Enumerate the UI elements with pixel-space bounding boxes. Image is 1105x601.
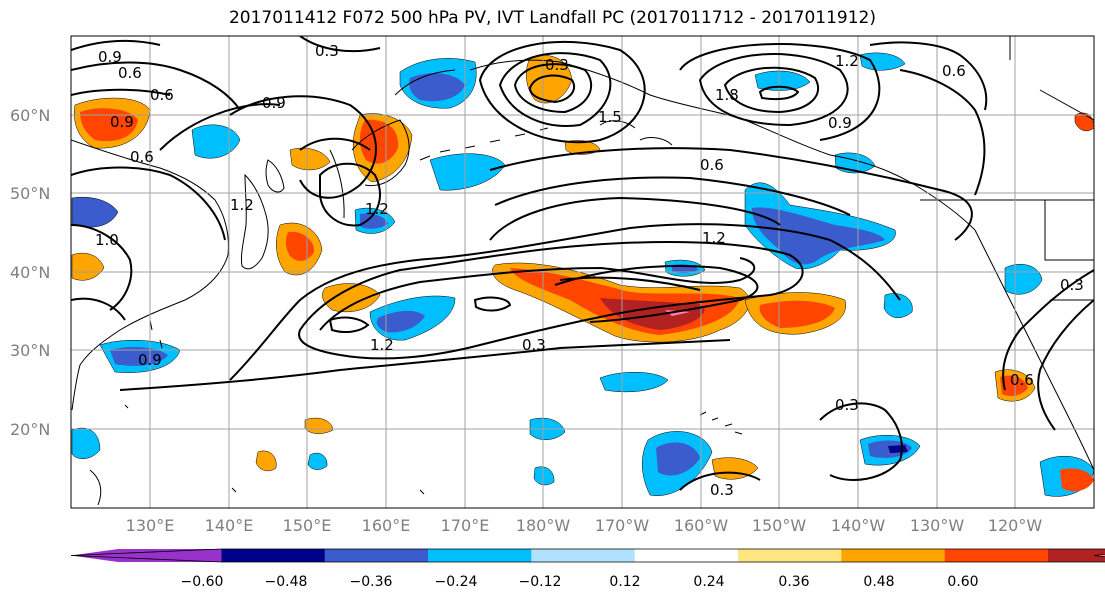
contour-label: 1.2 (365, 200, 389, 218)
latitude-labels: 60°N 50°N 40°N 30°N 20°N (10, 106, 50, 439)
colorbar-outline (70, 548, 1105, 563)
contour-label: 0.6 (942, 62, 966, 80)
colorbar-label: 0.24 (693, 574, 724, 590)
contour-label: 0.9 (98, 48, 122, 66)
contour-label: 0.9 (138, 351, 162, 369)
map-title: 2017011412 F072 500 hPa PV, IVT Landfall… (228, 8, 876, 28)
lon-label: 180°W (516, 516, 571, 535)
contour-label: 0.9 (828, 114, 852, 132)
lon-label: 140°W (831, 516, 886, 535)
contour-label: 1.2 (230, 196, 254, 214)
shaded-anomalies (71, 52, 1094, 497)
colorbar-label: −0.60 (181, 574, 224, 590)
contour-label: 0.3 (710, 481, 734, 499)
lon-label: 150°E (283, 516, 332, 535)
colorbar-labels: −0.60 −0.48 −0.36 −0.24 −0.12 0.12 0.24 … (181, 574, 979, 590)
contour-label: 0.3 (315, 42, 339, 60)
colorbar-swatch (841, 549, 946, 562)
colorbar-swatch (1048, 549, 1105, 562)
longitude-labels: 130°E 140°E 150°E 160°E 170°E 180°W 170°… (126, 516, 1043, 535)
colorbar-label: 0.60 (947, 574, 978, 590)
colorbar-swatch (71, 549, 222, 562)
colorbar-label: −0.12 (519, 574, 562, 590)
contour-label: 1.2 (702, 229, 726, 247)
lon-label: 160°W (674, 516, 729, 535)
contour-label: 0.6 (700, 156, 724, 174)
map-frame (70, 35, 1095, 509)
contour-label: 1.8 (715, 86, 739, 104)
colorbar-label: 0.48 (863, 574, 894, 590)
colorbar-swatch (221, 549, 326, 562)
colorbar-swatch (738, 549, 842, 562)
colorbar-swatch (944, 549, 1049, 562)
contour-label: 0.6 (150, 86, 174, 104)
lat-label: 50°N (10, 184, 50, 203)
colorbar-swatch (531, 549, 636, 562)
colorbar-swatch (634, 549, 739, 562)
contour-labels: 0.9 0.6 0.3 0.6 0.9 0.9 0.6 1.2 1.5 1.8 … (95, 42, 1084, 499)
contour-label: 0.6 (130, 148, 154, 166)
contour-label: 1.2 (835, 52, 859, 70)
colorbar-label: −0.24 (435, 574, 478, 590)
contour-label: 0.9 (262, 94, 286, 112)
contour-label: 0.3 (545, 56, 569, 74)
lon-label: 130°E (126, 516, 175, 535)
lon-label: 150°W (752, 516, 807, 535)
lon-label: 140°E (205, 516, 254, 535)
contour-label: 0.3 (522, 336, 546, 354)
ivt-contours (71, 36, 1094, 491)
contour-label: 1.0 (95, 231, 119, 249)
colorbar-swatch (428, 549, 532, 562)
lon-label: 120°W (988, 516, 1043, 535)
colorbar-label: 0.12 (609, 574, 640, 590)
lat-label: 60°N (10, 106, 50, 125)
contour-label: 1.2 (370, 336, 394, 354)
graticule (71, 36, 1094, 508)
contour-label: 0.6 (1010, 371, 1034, 389)
contour-label: 0.3 (1060, 276, 1084, 294)
colorbar-label: −0.36 (350, 574, 393, 590)
lon-label: 130°W (910, 516, 965, 535)
colorbar-swatch (324, 549, 429, 562)
lon-label: 170°E (441, 516, 490, 535)
lon-label: 160°E (362, 516, 411, 535)
colorbar-label: −0.48 (265, 574, 308, 590)
contour-label: 0.3 (835, 396, 859, 414)
colorbar-label: 0.36 (778, 574, 809, 590)
colorbar (70, 548, 1105, 563)
lon-label: 170°W (595, 516, 650, 535)
contour-label: 0.9 (110, 113, 134, 131)
contour-label: 0.6 (118, 64, 142, 82)
lat-label: 40°N (10, 263, 50, 282)
lat-label: 30°N (10, 341, 50, 360)
lat-label: 20°N (10, 420, 50, 439)
contour-label: 1.5 (598, 108, 622, 126)
